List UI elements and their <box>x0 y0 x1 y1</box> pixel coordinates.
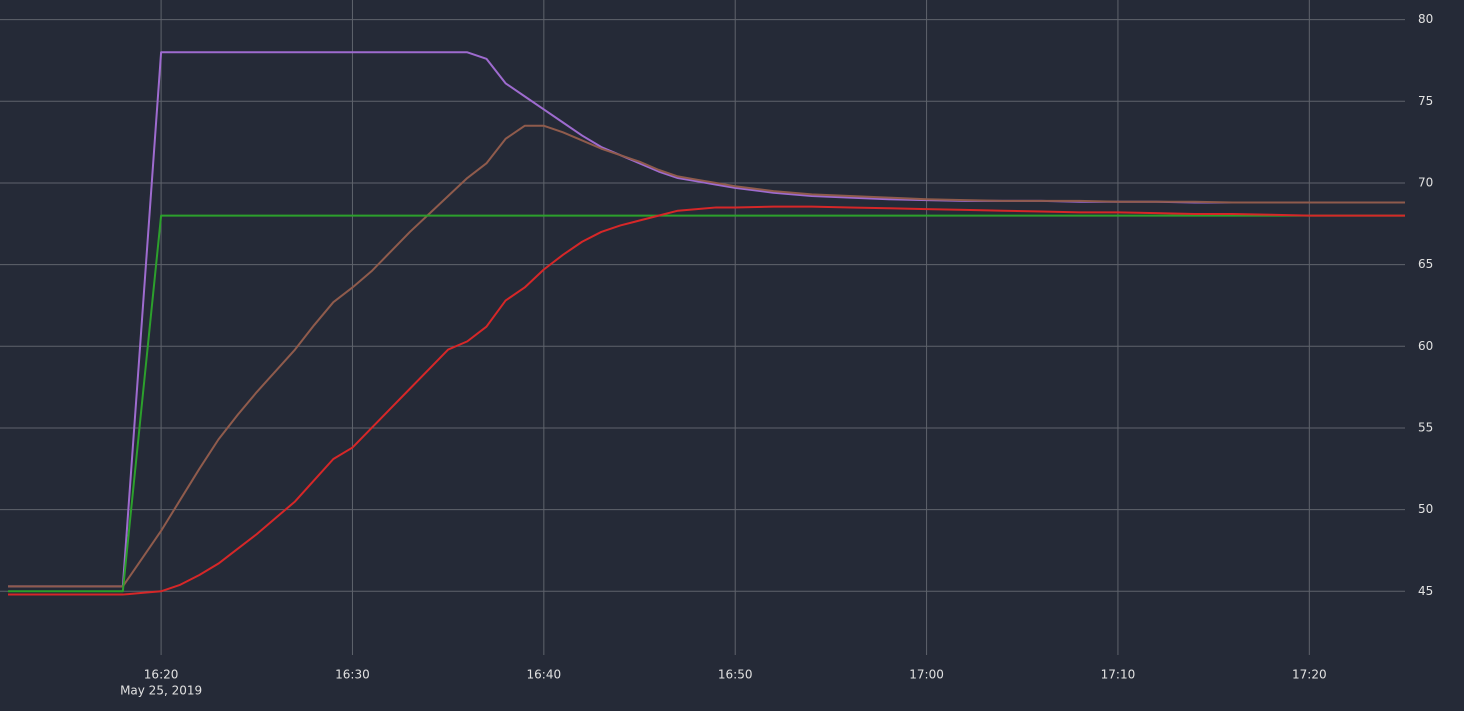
y-tick-label: 75 <box>1418 94 1433 108</box>
y-tick-label: 50 <box>1418 502 1433 516</box>
x-tick-label: 17:00 <box>909 668 944 682</box>
y-tick-label: 60 <box>1418 339 1433 353</box>
x-tick-label: 17:20 <box>1292 668 1327 682</box>
y-tick-label: 55 <box>1418 420 1433 434</box>
lines <box>8 51 1405 596</box>
x-tick-label: 16:30 <box>335 668 370 682</box>
x-tick-label: 16:40 <box>527 668 562 682</box>
y-tick-label: 80 <box>1418 12 1433 26</box>
labels: 45 50 55 60 65 70 75 80 16:20 May 25, 2019 16:30 16… <box>120 12 1433 697</box>
x-tick-label: 16:20 <box>144 668 179 682</box>
x-tick-label: 17:10 <box>1101 668 1136 682</box>
x-tick-label: 16:50 <box>718 668 753 682</box>
y-tick-label: 70 <box>1418 175 1433 189</box>
x-date-label: May 25, 2019 <box>120 684 202 698</box>
y-tick-label: 65 <box>1418 257 1433 271</box>
y-tick-label: 45 <box>1418 584 1433 598</box>
series-line <box>8 205 1405 596</box>
series-line <box>8 124 1405 588</box>
series-line <box>8 214 1405 593</box>
